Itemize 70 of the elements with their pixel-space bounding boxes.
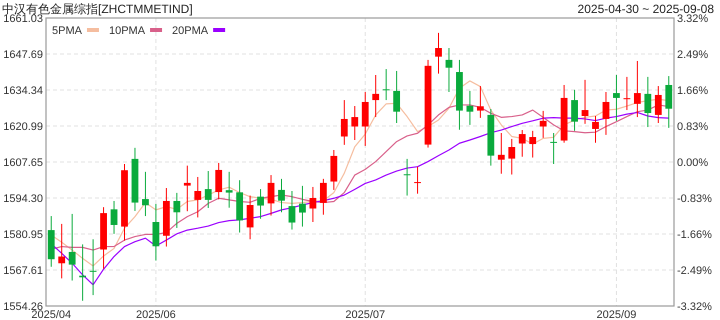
- candlestick: [246, 195, 254, 240]
- y2-tick-label: 2.49%: [677, 49, 708, 61]
- x-tick-label: 2025/09: [596, 309, 636, 320]
- y2-tick-label: 1.66%: [677, 85, 708, 97]
- candlestick: [340, 100, 348, 146]
- y-tick-label: 1594.30: [3, 192, 43, 205]
- candlestick: [351, 106, 358, 141]
- candlestick: [382, 68, 390, 101]
- y-tick-label: 1580.95: [3, 229, 43, 242]
- candlestick: [215, 162, 222, 200]
- x-tick-label: 2025/06: [136, 309, 176, 320]
- candlestick: [142, 171, 149, 217]
- candlestick: [257, 188, 264, 220]
- y-tick-label: 1661.03: [3, 13, 43, 25]
- x-tick-label: 2025/04: [31, 309, 72, 320]
- y-tick-label: 1567.61: [3, 264, 43, 277]
- candlestick: [665, 76, 672, 128]
- candlestick: [268, 174, 274, 216]
- x-tick-label: 2025/07: [345, 309, 386, 320]
- candlestick: [508, 138, 516, 176]
- candlestick: [540, 110, 547, 138]
- candlestick: [79, 244, 86, 302]
- legend-label: 5PMA: [52, 25, 83, 37]
- candlestick: [173, 192, 180, 228]
- y-tick-label: 1607.65: [3, 156, 43, 169]
- candlestick: [476, 86, 484, 118]
- candlestick: [550, 132, 558, 165]
- y2-tick-label: 3.32%: [677, 13, 708, 25]
- candlestick: [571, 89, 578, 132]
- candlestick: [624, 76, 630, 111]
- candlestick: [299, 185, 306, 228]
- candlestick: [310, 186, 316, 223]
- y2-tick-label: -1.66%: [677, 229, 712, 241]
- candlestick: [613, 74, 620, 122]
- y2-tick-label: -0.83%: [677, 193, 712, 205]
- candlestick: [404, 158, 410, 196]
- candlestick: [90, 238, 96, 296]
- chart-title: 中汉有色金属综指[ZHCTMMETIND]: [2, 2, 193, 16]
- legend-label: 10PMA: [108, 25, 146, 37]
- y-tick-label: 1647.69: [3, 48, 43, 61]
- candlestick: [518, 130, 526, 158]
- candlestick: [466, 90, 474, 126]
- y-tick-label: 1634.34: [3, 84, 43, 97]
- candlestick: [414, 166, 421, 194]
- candlestick: [288, 190, 296, 230]
- candlestick: [58, 223, 66, 279]
- candlestick: [602, 91, 610, 136]
- legend-label: 20PMA: [172, 25, 209, 37]
- candlestick: [204, 170, 212, 208]
- y2-tick-label: 0.83%: [677, 121, 708, 133]
- candlestick: [446, 48, 452, 92]
- candlestick: [654, 86, 662, 124]
- candlestick: [320, 178, 327, 216]
- candlestick: [110, 200, 118, 234]
- candlestick: [393, 70, 400, 124]
- candlestick: [644, 76, 652, 128]
- y2-tick-label: -2.49%: [677, 265, 712, 277]
- candlestick: [582, 79, 588, 124]
- candlestick: [226, 171, 233, 208]
- candlestick: [529, 130, 536, 158]
- y2-tick-label: -3.32%: [677, 301, 712, 313]
- y-tick-label: 1620.99: [3, 121, 43, 134]
- candlestick: [435, 32, 442, 74]
- candlestick: [592, 115, 599, 144]
- y2-tick-label: 0.00%: [677, 157, 708, 169]
- candlestick: [634, 60, 641, 118]
- candlestick: [68, 213, 76, 282]
- candlestick: [194, 176, 202, 218]
- candlestick: [372, 74, 380, 118]
- candlestick: [278, 178, 285, 213]
